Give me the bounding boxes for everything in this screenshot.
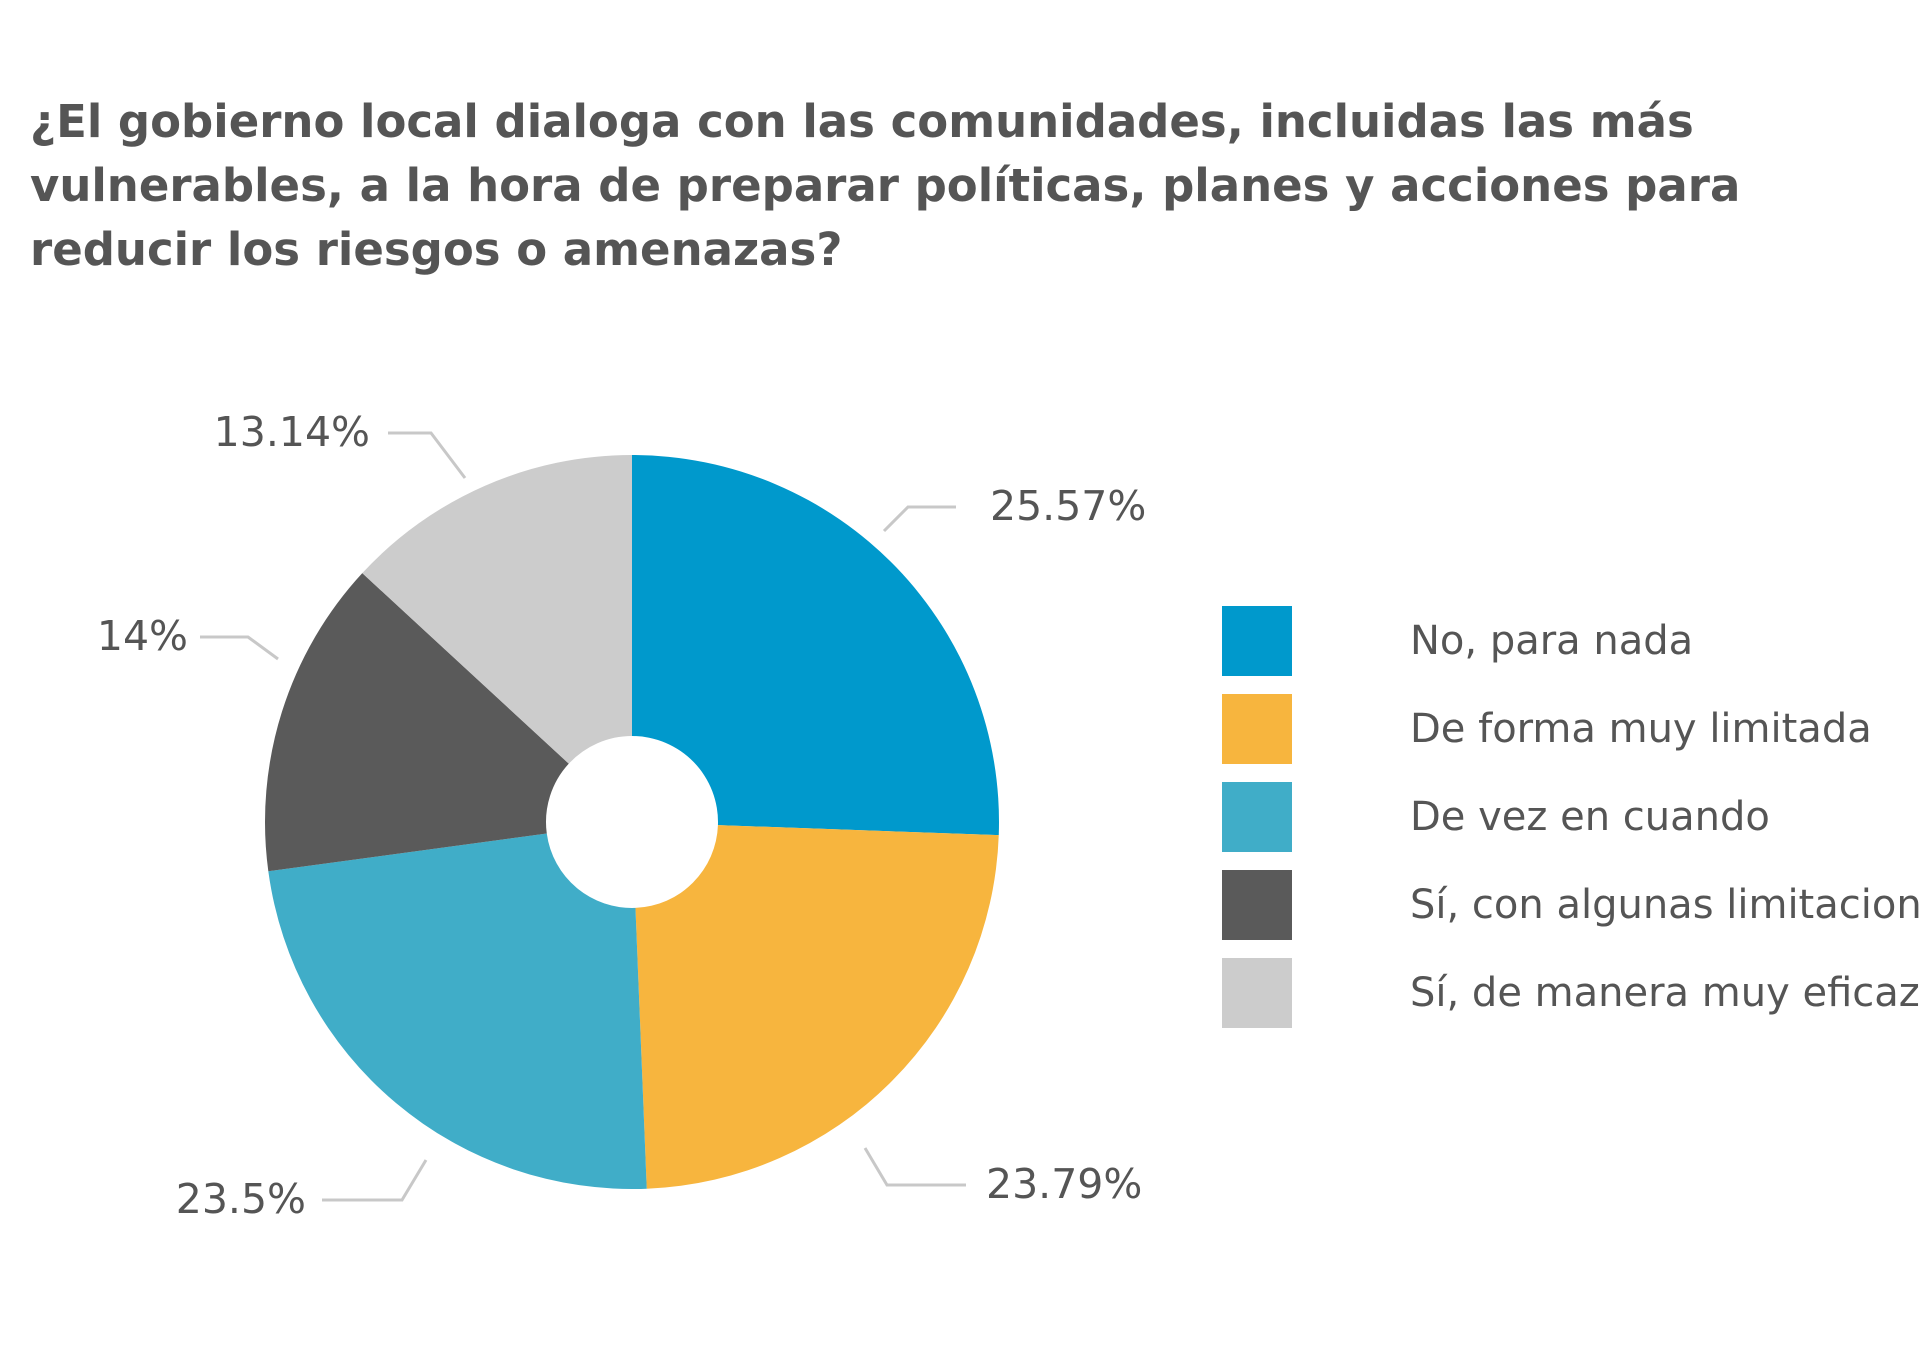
legend-item-no-para-nada: No, para nada (1222, 606, 1920, 676)
leader-line-si-de-manera-muy-eficaz (388, 431, 467, 479)
legend-swatch (1222, 694, 1292, 764)
legend-swatch (1222, 606, 1292, 676)
legend-item-si-de-manera-muy-eficaz: Sí, de manera muy eficaz (1222, 958, 1920, 1028)
data-label-de-vez-en-cuando: 23.5% (176, 1175, 306, 1223)
pie-slice-de-vez-en-cuando (268, 833, 647, 1189)
legend-item-de-vez-en-cuando: De vez en cuando (1222, 782, 1920, 852)
legend-item-si-con-algunas-limitaciones: Sí, con algunas limitaciones (1222, 870, 1920, 940)
legend-label: No, para nada (1410, 618, 1694, 664)
data-label-si-de-manera-muy-eficaz: 13.14% (214, 408, 370, 456)
data-label-de-forma-muy-limitada: 23.79% (986, 1160, 1142, 1208)
pie-slice-si-de-manera-muy-eficaz (362, 455, 632, 764)
pie-slice-si-con-algunas-limitaciones (265, 573, 569, 872)
leader-line-no-para-nada (882, 505, 956, 533)
leader-line-de-forma-muy-limitada (863, 1147, 966, 1187)
chart-title: ¿El gobierno local dialoga con las comun… (30, 95, 1741, 276)
pie-slice-de-forma-muy-limitada (635, 825, 999, 1189)
legend-swatch (1222, 782, 1292, 852)
data-label-no-para-nada: 25.57% (990, 482, 1146, 530)
legend-label: De vez en cuando (1410, 794, 1770, 840)
leader-line-si-con-algunas-limitaciones (200, 635, 279, 661)
legend-label: De forma muy limitada (1410, 706, 1872, 752)
legend-swatch (1222, 958, 1292, 1028)
legend-label: Sí, con algunas limitaciones (1410, 882, 1920, 928)
data-label-si-con-algunas-limitaciones: 14% (97, 612, 188, 660)
pie-slice-no-para-nada (632, 455, 999, 836)
legend: No, para nada De forma muy limitada De vez… (1222, 606, 1920, 1046)
legend-label: Sí, de manera muy eficaz (1410, 970, 1920, 1016)
legend-swatch (1222, 870, 1292, 940)
leader-line-de-vez-en-cuando (322, 1159, 428, 1202)
legend-item-de-forma-muy-limitada: De forma muy limitada (1222, 694, 1920, 764)
